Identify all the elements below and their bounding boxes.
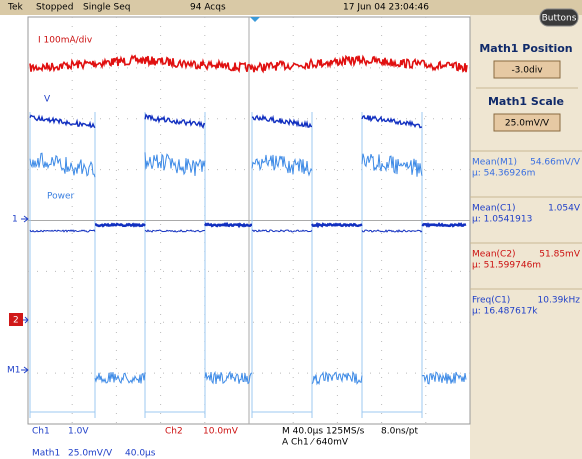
measurement-name: Mean(C1) (472, 204, 516, 214)
state: Stopped (36, 3, 73, 13)
measurement-name: Mean(C2) (472, 250, 516, 260)
ch1-marker: 1 (12, 215, 18, 225)
acquisitions: 94 Acqs (190, 3, 226, 13)
ch2-marker: 2 (13, 316, 19, 326)
timebase: M 40.0µs 125MS/s (282, 427, 365, 437)
math-scale: 25.0mV/V (68, 449, 113, 459)
current-label: I 100mA/div (38, 36, 93, 46)
measurement-value: 54.66mV/V (530, 158, 581, 168)
measurement-value: 1.054V (548, 204, 581, 214)
resolution: 8.0ns/pt (381, 427, 418, 437)
trigger: A Ch1 ⁄ 640mV (282, 438, 349, 448)
side-panel (470, 15, 582, 459)
scope-screen: Tek Stopped Single Seq 94 Acqs 17 Jun 04… (0, 0, 582, 459)
measurement-mean: µ: 16.487617k (472, 307, 538, 317)
mode: Single Seq (83, 3, 131, 13)
ch2-label: Ch2 (165, 427, 183, 437)
voltage-label: V (44, 95, 51, 105)
m1-marker: M1 (7, 366, 21, 376)
ch1-trace (312, 224, 362, 226)
ch2-scale: 10.0mV (203, 427, 239, 437)
ch1-label: Ch1 (32, 427, 50, 437)
buttons-label[interactable]: Buttons (542, 14, 577, 24)
ch1-trace (422, 224, 466, 226)
control-label: Math1 Scale (488, 95, 564, 108)
brand: Tek (7, 3, 24, 13)
measurement-mean: µ: 54.36926m (472, 169, 535, 179)
measurement-name: Freq(C1) (472, 296, 510, 306)
measurement-value: 51.85mV (539, 250, 581, 260)
power-label: Power (47, 192, 75, 202)
math-label: Math1 (32, 449, 60, 459)
ch1-trace (205, 224, 252, 226)
measurement-mean: µ: 1.0541913 (472, 215, 532, 225)
control-label: Math1 Position (479, 42, 572, 55)
measurement-mean: µ: 51.599746m (472, 261, 541, 271)
math-time: 40.0µs (125, 449, 156, 459)
control-value[interactable]: -3.0div (511, 66, 543, 76)
ch1-scale: 1.0V (68, 427, 89, 437)
measurement-name: Mean(M1) (472, 158, 517, 168)
ch1-trace (95, 224, 145, 226)
control-value[interactable]: 25.0mV/V (505, 119, 550, 129)
measurement-value: 10.39kHz (538, 296, 581, 306)
timestamp: 17 Jun 04 23:04:46 (343, 3, 429, 13)
